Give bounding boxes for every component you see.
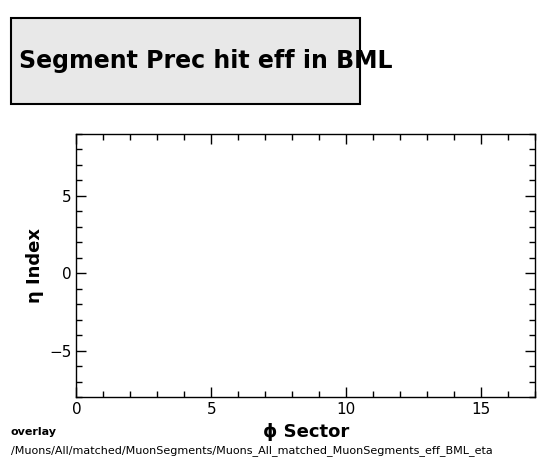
Y-axis label: η Index: η Index xyxy=(26,228,44,303)
X-axis label: ϕ Sector: ϕ Sector xyxy=(263,423,349,441)
Text: /Muons/All/matched/MuonSegments/Muons_All_matched_MuonSegments_eff_BML_eta: /Muons/All/matched/MuonSegments/Muons_Al… xyxy=(11,445,492,456)
Text: Segment Prec hit eff in BML: Segment Prec hit eff in BML xyxy=(19,49,393,73)
Text: overlay: overlay xyxy=(11,426,57,437)
